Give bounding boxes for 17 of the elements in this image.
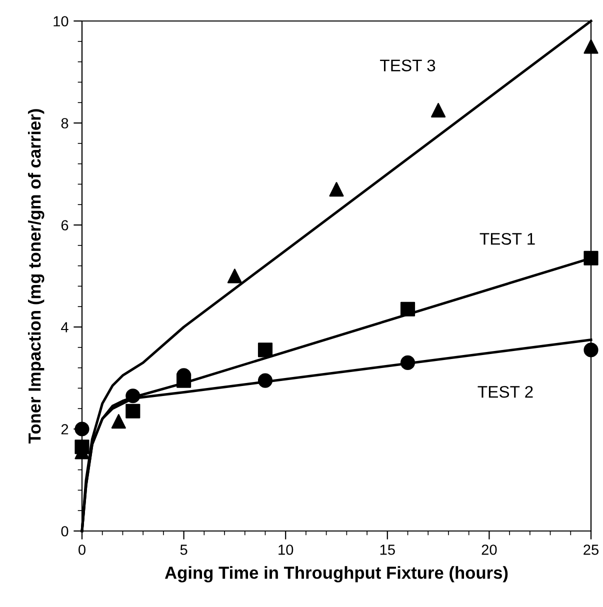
y-tick-label: 4 xyxy=(61,322,68,332)
y-tick-label: 0 xyxy=(61,526,68,536)
x-tick-label: 25 xyxy=(584,544,598,555)
annotation: TEST 2 xyxy=(478,386,533,398)
x-tick-label: 15 xyxy=(380,544,395,555)
y-tick-label: 10 xyxy=(54,16,68,26)
x-tick-label: 0 xyxy=(78,544,86,555)
annotation: TEST 3 xyxy=(380,60,436,72)
x-tick-label: 20 xyxy=(482,544,497,555)
annotation: TEST 1 xyxy=(480,232,535,245)
y-tick-label: 6 xyxy=(61,220,68,230)
y-axis-title: Toner Impaction (mg toner/gm of carrier) xyxy=(28,109,44,444)
y-tick-label: 2 xyxy=(61,424,68,434)
x-tick-label: 5 xyxy=(180,544,188,555)
x-tick-label: 10 xyxy=(278,544,294,555)
x-axis-title: Aging Time in Throughput Fixture (hours) xyxy=(164,566,508,582)
y-tick-label: 8 xyxy=(61,118,68,128)
